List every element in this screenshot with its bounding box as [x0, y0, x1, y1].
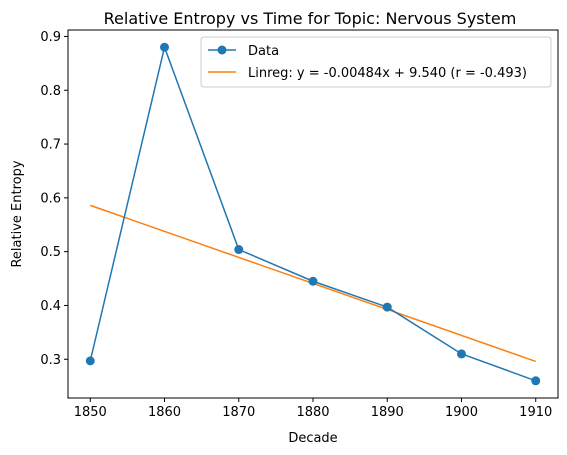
x-tick-label: 1890: [371, 405, 404, 420]
legend-linreg-label: Linreg: y = -0.00484x + 9.540 (r = -0.49…: [248, 66, 527, 81]
y-tick-label: 0.9: [40, 30, 61, 45]
legend-data-marker: [217, 45, 227, 55]
y-axis-label: Relative Entropy: [10, 160, 25, 267]
y-tick-label: 0.5: [40, 245, 61, 260]
data-point: [160, 42, 170, 52]
data-point: [531, 376, 541, 386]
y-tick-label: 0.7: [40, 138, 61, 153]
chart-title: Relative Entropy vs Time for Topic: Nerv…: [104, 9, 517, 28]
x-tick-label: 1850: [74, 405, 107, 420]
legend-data-label: Data: [248, 44, 279, 59]
y-tick-label: 0.4: [40, 299, 61, 314]
data-point: [382, 302, 392, 312]
x-tick-label: 1900: [445, 405, 478, 420]
plot-area: 1850 1860 1870 1880 1890 1900 1910 0.3 0.4 0.5 0.6…: [40, 30, 552, 420]
x-axis-label: Decade: [288, 431, 337, 446]
legend: Data Linreg: y = -0.00484x + 9.540 (r = …: [200, 36, 552, 88]
x-tick-label: 1860: [148, 405, 181, 420]
data-point: [308, 276, 318, 286]
y-tick-label: 0.6: [40, 191, 61, 206]
y-tick-label: 0.8: [40, 84, 61, 99]
data-point: [234, 245, 244, 255]
legend-box: [200, 36, 552, 88]
y-tick-label: 0.3: [40, 353, 61, 368]
plot-frame: [67, 29, 559, 399]
x-tick-label: 1910: [519, 405, 552, 420]
x-tick-label: 1880: [296, 405, 329, 420]
data-point: [456, 349, 466, 359]
x-tick-label: 1870: [222, 405, 255, 420]
data-point: [85, 356, 95, 366]
